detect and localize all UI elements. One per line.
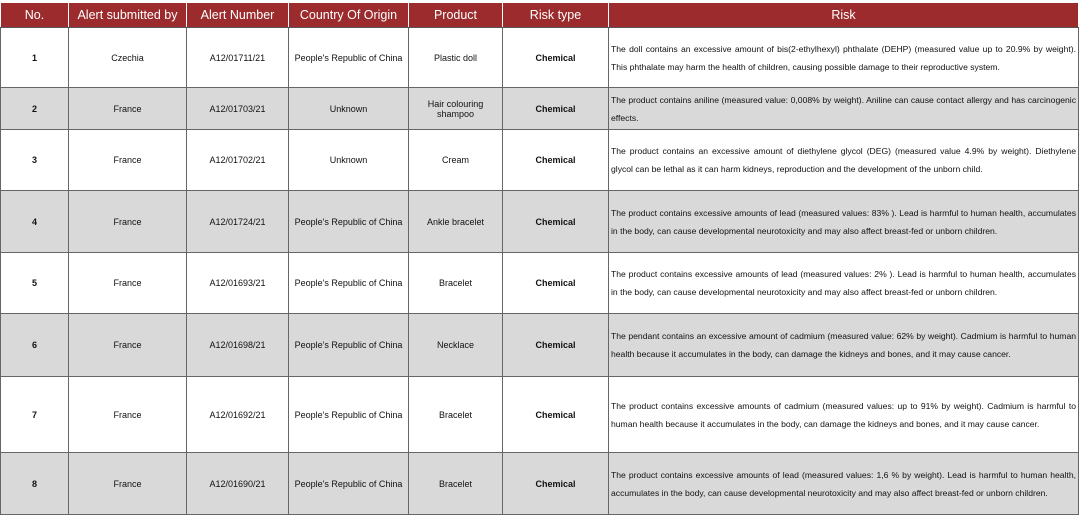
number-cell: 8 bbox=[0, 452, 69, 515]
risk-cell: The doll contains an excessive amount of… bbox=[608, 27, 1079, 88]
table-row: 4 France A12/01724/21 People's Republic of … bbox=[0, 190, 1079, 253]
alert-number-cell: A12/01711/21 bbox=[186, 27, 289, 88]
header-cell: Alert submitted by bbox=[68, 2, 187, 28]
header-cell: No. bbox=[0, 2, 69, 28]
country-cell: People's Republic of China bbox=[288, 252, 409, 314]
alert-number-cell: A12/01690/21 bbox=[186, 452, 289, 515]
country-cell: People's Republic of China bbox=[288, 190, 409, 253]
number-cell: 7 bbox=[0, 376, 69, 453]
product-cell: Hair colouring shampoo bbox=[408, 87, 503, 130]
table-row: 6 France A12/01698/21 People's Republic of … bbox=[0, 313, 1079, 377]
submitted-by-cell: France bbox=[68, 129, 187, 191]
risk-cell: The product contains aniline (measured v… bbox=[608, 87, 1079, 130]
product-cell: Necklace bbox=[408, 313, 503, 377]
product-cell: Ankle bracelet bbox=[408, 190, 503, 253]
submitted-by-cell: France bbox=[68, 252, 187, 314]
risk-cell: The pendant contains an excessive amount… bbox=[608, 313, 1079, 377]
table-row: 8 France A12/01690/21 People's Republic of … bbox=[0, 452, 1079, 515]
risk-type-cell: Chemical bbox=[502, 376, 609, 453]
alert-number-cell: A12/01702/21 bbox=[186, 129, 289, 191]
header-cell: Country Of Origin bbox=[288, 2, 409, 28]
alert-number-cell: A12/01698/21 bbox=[186, 313, 289, 377]
number-cell: 1 bbox=[0, 27, 69, 88]
risk-type-cell: Chemical bbox=[502, 313, 609, 377]
risk-type-cell: Chemical bbox=[502, 452, 609, 515]
table-row: 7 France A12/01692/21 People's Republic of … bbox=[0, 376, 1079, 453]
product-cell: Plastic doll bbox=[408, 27, 503, 88]
alert-number-cell: A12/01692/21 bbox=[186, 376, 289, 453]
country-cell: People's Republic of China bbox=[288, 313, 409, 377]
number-cell: 4 bbox=[0, 190, 69, 253]
risk-type-cell: Chemical bbox=[502, 27, 609, 88]
risk-cell: The product contains excessive amounts o… bbox=[608, 376, 1079, 453]
table-row: 5 France A12/01693/21 People's Republic of … bbox=[0, 252, 1079, 314]
country-cell: Unknown bbox=[288, 129, 409, 191]
risk-type-cell: Chemical bbox=[502, 252, 609, 314]
alert-number-cell: A12/01693/21 bbox=[186, 252, 289, 314]
header-cell: Alert Number bbox=[186, 2, 289, 28]
product-cell: Cream bbox=[408, 129, 503, 191]
header-cell: Risk type bbox=[502, 2, 609, 28]
risk-cell: The product contains excessive amounts o… bbox=[608, 252, 1079, 314]
header-row: No. Alert submitted by Alert Number Country… bbox=[0, 2, 1079, 28]
submitted-by-cell: France bbox=[68, 190, 187, 253]
number-cell: 2 bbox=[0, 87, 69, 130]
submitted-by-cell: France bbox=[68, 87, 187, 130]
risk-type-cell: Chemical bbox=[502, 190, 609, 253]
product-cell: Bracelet bbox=[408, 376, 503, 453]
number-cell: 5 bbox=[0, 252, 69, 314]
submitted-by-cell: France bbox=[68, 313, 187, 377]
header-cell: Risk bbox=[608, 2, 1079, 28]
alert-number-cell: A12/01724/21 bbox=[186, 190, 289, 253]
submitted-by-cell: Czechia bbox=[68, 27, 187, 88]
risk-type-cell: Chemical bbox=[502, 129, 609, 191]
risk-cell: The product contains excessive amounts o… bbox=[608, 190, 1079, 253]
header-cell: Product bbox=[408, 2, 503, 28]
risk-cell: The product contains excessive amounts o… bbox=[608, 452, 1079, 515]
submitted-by-cell: France bbox=[68, 376, 187, 453]
country-cell: People's Republic of China bbox=[288, 452, 409, 515]
product-cell: Bracelet bbox=[408, 252, 503, 314]
table-row: 3 France A12/01702/21 Unknown Cream Chemical T… bbox=[0, 129, 1079, 191]
table-body: 1 Czechia A12/01711/21 People's Republic of… bbox=[0, 27, 1079, 515]
number-cell: 6 bbox=[0, 313, 69, 377]
table-row: 1 Czechia A12/01711/21 People's Republic of… bbox=[0, 27, 1079, 88]
alert-number-cell: A12/01703/21 bbox=[186, 87, 289, 130]
country-cell: People's Republic of China bbox=[288, 376, 409, 453]
product-cell: Bracelet bbox=[408, 452, 503, 515]
risk-cell: The product contains an excessive amount… bbox=[608, 129, 1079, 191]
country-cell: People's Republic of China bbox=[288, 27, 409, 88]
risk-type-cell: Chemical bbox=[502, 87, 609, 130]
number-cell: 3 bbox=[0, 129, 69, 191]
country-cell: Unknown bbox=[288, 87, 409, 130]
submitted-by-cell: France bbox=[68, 452, 187, 515]
table-row: 2 France A12/01703/21 Unknown Hair colouring… bbox=[0, 87, 1079, 130]
